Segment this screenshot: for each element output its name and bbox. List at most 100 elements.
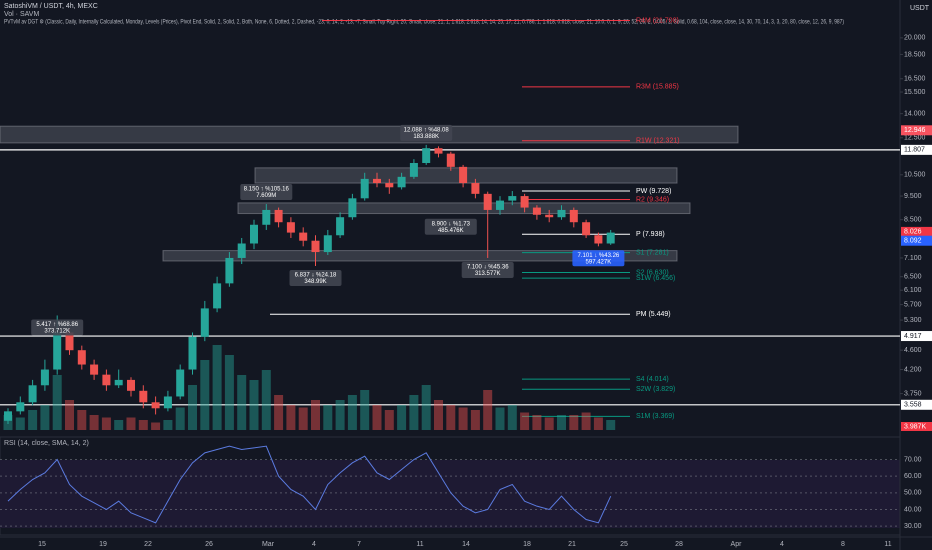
volume-label-box — [901, 422, 932, 431]
candle-body — [348, 198, 357, 218]
x-tick-label: 15 — [38, 541, 46, 548]
annotation-text: 7.100 ↓ %45.36 — [467, 265, 509, 271]
volume-bar — [126, 417, 136, 430]
annotation-box — [289, 269, 342, 286]
candle-body — [151, 402, 160, 409]
rsi-band — [0, 460, 900, 528]
volume-bar — [151, 422, 161, 430]
volume-bar — [557, 415, 566, 430]
candle-body — [373, 178, 381, 184]
pivot-label: S2W (3.829) — [636, 386, 675, 393]
x-tick-label: 11 — [884, 541, 891, 548]
y-tick-label: 15.500 — [904, 89, 926, 96]
candle-body — [40, 369, 49, 386]
x-tick-label: 22 — [144, 541, 152, 548]
candle-body — [496, 200, 504, 210]
volume-bar — [311, 400, 320, 430]
y-tick-label: 20.000 — [904, 35, 926, 42]
volume-bar — [446, 405, 456, 430]
candle-body — [250, 224, 258, 244]
volume-bar — [458, 407, 468, 430]
rsi-label: RSI (14, close, SMA, 14, 2) — [4, 440, 89, 447]
candle-body — [286, 222, 295, 233]
y-tick-label: 5.300 — [904, 317, 922, 324]
annotation-box — [400, 124, 453, 141]
x-tick-label: 4 — [312, 541, 316, 548]
candle-body — [409, 162, 418, 177]
price-label: 8.026 — [904, 229, 922, 236]
x-tick-label: Mar — [262, 541, 275, 548]
annotation-box — [572, 250, 625, 267]
x-tick-label: 28 — [675, 541, 683, 548]
candle-body — [114, 379, 123, 386]
volume-bar — [544, 417, 554, 430]
annotation-text: 8.900 ↓ %1.73 — [432, 221, 471, 227]
volume-bar — [360, 390, 370, 430]
annotation-text: 5.417 ↑ %68.86 — [36, 322, 78, 328]
candle-body — [336, 217, 345, 236]
volume-bar — [507, 405, 517, 430]
x-tick-label: 19 — [99, 541, 107, 548]
volume-bar — [237, 375, 247, 430]
volume-bar — [188, 385, 197, 430]
rsi-tick-label: 40.00 — [904, 506, 922, 513]
volume-bar — [28, 410, 38, 430]
volume-bar — [347, 395, 357, 430]
candle-body — [28, 385, 37, 403]
indicator-label: PVTvM av DGT ⚙ (Classic, Daily, Internal… — [4, 19, 844, 26]
volume-bar — [397, 405, 407, 430]
annotation-sub: 597.427K — [586, 259, 612, 265]
rsi-line — [7, 445, 612, 524]
candle-body — [225, 257, 234, 284]
volume-bar — [101, 417, 111, 430]
x-tick-label: 14 — [462, 541, 470, 548]
volume-bar — [40, 405, 50, 430]
x-tick-label: 11 — [416, 541, 423, 548]
annotation-text: 7.101 ↓ %43.26 — [578, 253, 620, 259]
annotation-sub: 373.712K — [44, 329, 70, 335]
volume-bar — [372, 405, 382, 430]
price-label-box — [901, 144, 932, 155]
pivot-label: R2 (9.346) — [636, 196, 669, 203]
candle-body — [323, 235, 332, 253]
candle-body — [139, 390, 148, 403]
candle-body — [4, 411, 12, 421]
annotation-box — [31, 319, 84, 336]
price-label-box — [901, 235, 932, 246]
pivot-label: R1W (12.321) — [636, 138, 680, 145]
x-tick-label: 4 — [780, 541, 784, 548]
volume-bar — [606, 420, 616, 430]
volume-bar — [495, 407, 505, 430]
candle-body — [569, 209, 578, 223]
volume-bar — [114, 420, 124, 430]
volume-bar — [470, 410, 480, 430]
volume-bar — [593, 417, 603, 430]
pivot-label: S1W (6.456) — [636, 275, 675, 282]
price-label: 4.917 — [904, 333, 922, 340]
candle-body — [65, 332, 74, 351]
candle-body — [582, 222, 591, 236]
volume-bar — [163, 420, 173, 430]
y-tick-label: 12.500 — [904, 135, 926, 142]
zone — [0, 125, 739, 144]
volume-label: Vol · SAVM — [4, 11, 39, 18]
candle-body — [520, 196, 529, 208]
annotation-text: 6.837 ↓ %24.18 — [295, 273, 337, 279]
candle-body — [127, 379, 135, 391]
volume-bar — [434, 400, 443, 430]
price-label-box — [901, 399, 932, 410]
y-tick-label: 8.500 — [904, 217, 922, 224]
x-tick-label: Apr — [731, 541, 743, 548]
annotation-box — [424, 218, 477, 235]
candle-body — [213, 283, 222, 309]
pivot-label: R3M (15.885) — [636, 84, 679, 91]
volume-bar — [323, 405, 333, 430]
y-tick-label: 4.600 — [904, 347, 922, 354]
x-tick-label: 26 — [205, 541, 213, 548]
rsi-tick-label: 50.00 — [904, 490, 922, 497]
volume-bar — [224, 355, 234, 430]
candle-body — [176, 369, 185, 397]
volume-bar — [212, 345, 222, 430]
currency: USDT — [910, 5, 930, 12]
volume-bar — [286, 405, 296, 430]
